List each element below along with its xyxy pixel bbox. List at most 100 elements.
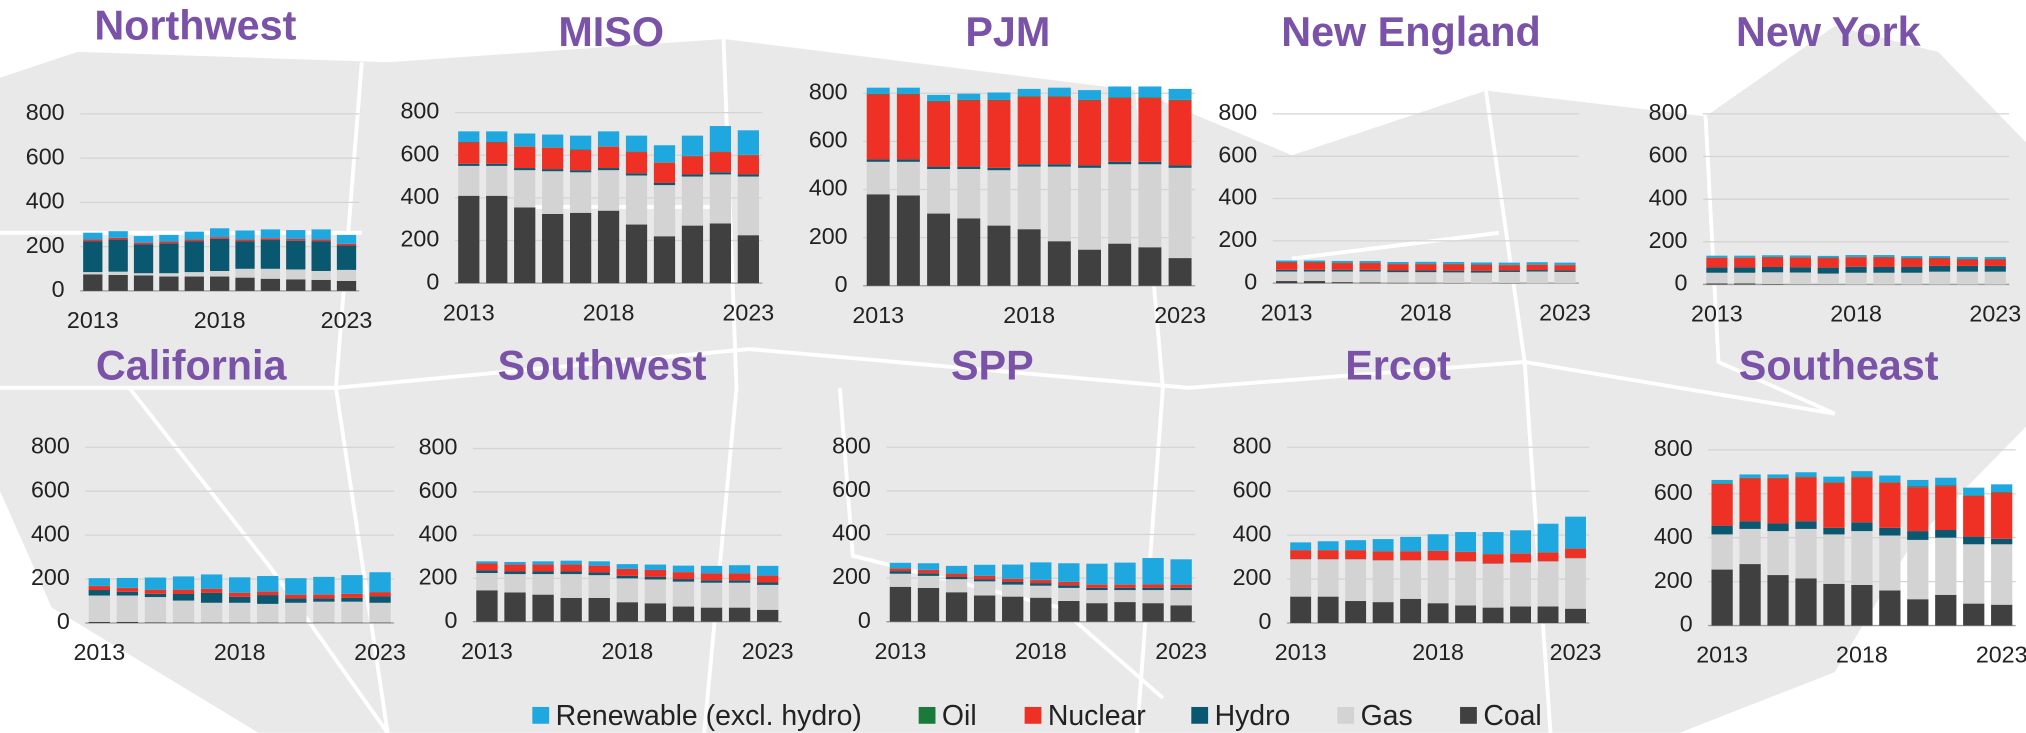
- bar-segment: [644, 564, 667, 570]
- bar-segment: [616, 564, 638, 569]
- y-tick-label: 400: [1654, 523, 1693, 549]
- bar-segment: [1168, 99, 1192, 101]
- bar-segment: [957, 100, 981, 167]
- bar-segment: [172, 600, 195, 623]
- bar-segment: [1170, 605, 1192, 622]
- bar-segment: [569, 149, 592, 171]
- y-tick-label: 0: [858, 607, 871, 633]
- x-tick-label: 2023: [1550, 639, 1602, 665]
- bar-segment: [1047, 96, 1071, 97]
- bar-segment: [1767, 474, 1789, 478]
- bar-segment: [260, 229, 281, 239]
- bar-segment: [1526, 271, 1548, 284]
- y-tick-label: 400: [1233, 520, 1272, 546]
- bar-segment: [737, 174, 759, 177]
- x-tick-label: 2018: [1830, 301, 1882, 327]
- bar-segment: [588, 575, 610, 598]
- bar-segment: [728, 573, 751, 581]
- bar-segment: [341, 601, 363, 623]
- bar-segment: [210, 228, 230, 238]
- y-tick-label: 0: [1258, 608, 1271, 634]
- bar-segment: [1734, 267, 1756, 273]
- bar-segment: [108, 237, 128, 240]
- bar-segment: [597, 146, 620, 169]
- bar-chart: California 0 200 400 600 800 2013 2018 2023: [31, 342, 406, 665]
- bar-segment: [1047, 87, 1071, 97]
- bar-segment: [957, 169, 981, 219]
- bar-segment: [927, 101, 951, 167]
- bar-segment: [1734, 257, 1756, 268]
- bar-segment: [1739, 564, 1761, 626]
- bar-segment: [1345, 550, 1367, 560]
- bar-segment: [1498, 265, 1520, 271]
- bar-segment: [1963, 487, 1985, 496]
- bar-segment: [1400, 560, 1422, 599]
- y-tick-label: 400: [419, 520, 458, 546]
- bar-segment: [1331, 271, 1353, 283]
- bar-segment: [1030, 580, 1052, 584]
- bar-segment: [1482, 554, 1504, 564]
- bar-segment: [569, 135, 592, 150]
- bar-segment: [1047, 164, 1071, 167]
- bar-segment: [1058, 600, 1080, 622]
- bar-segment: [1963, 495, 1985, 496]
- bar-segment: [1901, 272, 1923, 285]
- y-tick-label: 600: [1218, 141, 1257, 167]
- bar-chart: PJM 0 200 400 600 800 2013 2018 2023: [809, 9, 1206, 328]
- y-tick-label: 400: [832, 520, 871, 546]
- bar-segment: [1565, 548, 1586, 558]
- bar-segment: [476, 563, 498, 571]
- bar-segment: [458, 165, 480, 196]
- bar-segment: [1526, 270, 1548, 272]
- bar-segment: [1706, 257, 1728, 268]
- legend-swatch: [1024, 706, 1042, 724]
- bar-segment: [476, 570, 498, 573]
- bar-segment: [1537, 606, 1559, 623]
- bar-segment: [1851, 476, 1873, 478]
- bar-segment: [625, 152, 648, 174]
- bar-chart: Northwest 0 200 400 600 800 2013 2018 2023: [26, 3, 373, 334]
- bar-segment: [486, 165, 508, 196]
- y-tick-label: 600: [809, 126, 848, 152]
- y-tick-label: 800: [809, 78, 848, 104]
- bar-segment: [286, 238, 306, 241]
- bar-segment: [560, 597, 582, 622]
- bar-segment: [927, 213, 951, 286]
- bar-segment: [987, 100, 1011, 168]
- bar-segment: [1706, 283, 1728, 285]
- bar-segment: [757, 582, 779, 585]
- bar-segment: [700, 565, 723, 574]
- bar-segment: [1168, 100, 1192, 166]
- bar-segment: [1142, 558, 1164, 585]
- bar-segment: [116, 595, 139, 622]
- bar-segment: [1470, 262, 1493, 265]
- bar-segment: [1823, 534, 1845, 584]
- bar-segment: [889, 568, 912, 572]
- bar-segment: [1845, 255, 1867, 257]
- bar-segment: [1929, 256, 1951, 259]
- bar-segment: [313, 598, 335, 602]
- bar-segment: [681, 225, 704, 284]
- bar-segment: [1510, 562, 1532, 607]
- x-tick-label: 2023: [722, 299, 774, 325]
- bar-segment: [1956, 265, 1979, 272]
- y-tick-label: 600: [31, 476, 70, 502]
- bar-segment: [1537, 552, 1559, 562]
- bar-chart: Ercot 0 200 400 600 800 2013 2018 2023: [1233, 342, 1602, 665]
- bar-segment: [1017, 88, 1041, 97]
- bar-segment: [159, 243, 179, 274]
- bar-segment: [1303, 271, 1326, 282]
- bar-segment: [532, 574, 554, 595]
- bar-segment: [1498, 270, 1520, 272]
- bar-segment: [1739, 528, 1761, 565]
- bar-segment: [88, 586, 110, 591]
- bar-segment: [1372, 551, 1394, 561]
- bar-segment: [184, 276, 204, 291]
- bar-segment: [681, 156, 704, 175]
- bar-segment: [1108, 86, 1132, 98]
- bar-segment: [542, 171, 564, 214]
- bar-segment: [1879, 527, 1901, 536]
- y-tick-label: 800: [419, 434, 458, 460]
- bar-segment: [313, 601, 335, 623]
- bar-segment: [210, 237, 230, 239]
